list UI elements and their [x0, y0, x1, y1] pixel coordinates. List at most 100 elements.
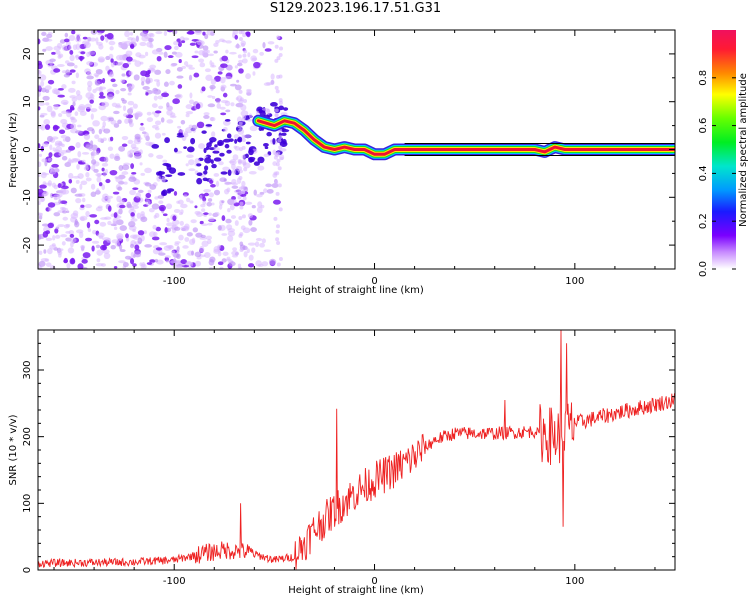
spectrogram-blob — [141, 81, 145, 86]
spectrogram-blob — [221, 233, 228, 236]
spectrogram-blob — [41, 87, 47, 93]
spectrogram-blob — [157, 95, 164, 100]
spectrogram-blob — [174, 241, 181, 244]
spectrogram-blob — [107, 146, 114, 152]
spectrogram-blob — [219, 106, 226, 110]
spectrogram-blob — [181, 40, 186, 44]
spectrogram-blob — [81, 259, 88, 264]
spectrogram-blob — [268, 258, 277, 266]
spectrogram-blob — [166, 217, 170, 223]
spectrogram-blob — [72, 210, 79, 217]
spectrogram-blob — [224, 75, 232, 80]
spectrogram-streak — [278, 100, 283, 105]
snr-xtick-label: 0 — [371, 576, 377, 587]
snr-data — [38, 330, 675, 570]
spectrogram-blob — [118, 145, 126, 152]
spectrogram-blob — [159, 242, 168, 246]
snr-xtick-label: 100 — [565, 576, 584, 587]
spectrogram-blob — [177, 125, 182, 129]
spectrogram-blob — [281, 132, 287, 136]
spectrogram-blob — [98, 182, 103, 187]
spectrogram-blob — [83, 166, 89, 171]
spectrogram-blob — [90, 108, 98, 113]
spectrogram-blob — [113, 226, 118, 230]
spectrogram-blob — [194, 251, 202, 258]
spectrogram-streak — [238, 175, 243, 180]
spectrogram-blob — [91, 240, 100, 244]
spectrogram-blob — [129, 258, 135, 265]
spectrogram-blob — [57, 224, 65, 228]
spectrogram-blob — [242, 227, 251, 234]
spectrogram-blob — [165, 203, 173, 210]
spectrogram-blob — [38, 106, 41, 111]
spectrogram-blob — [126, 56, 133, 62]
spectrogram-blob — [220, 171, 228, 175]
spectrogram-blob — [209, 137, 217, 143]
spectrogram-blob — [85, 177, 92, 182]
spectrogram-blob — [204, 157, 212, 164]
spectrogram-blob — [107, 205, 112, 212]
spectrogram-blob — [224, 143, 230, 149]
spectrogram-blob — [95, 244, 101, 249]
spectrogram-blob — [93, 72, 100, 77]
spectrogram-streak — [274, 113, 279, 118]
spectrogram-streak — [275, 237, 280, 242]
spectrogram-blob — [139, 162, 143, 166]
spectrogram-blob — [101, 184, 106, 191]
spectrogram-blob — [203, 114, 210, 119]
spectrogram-blob — [80, 244, 86, 249]
spectrogram-blob — [62, 138, 67, 142]
spectrogram-streak — [238, 191, 243, 196]
spectrogram-blob — [61, 84, 67, 90]
spectrogram-blob — [41, 142, 49, 148]
spectrogram-blob — [204, 252, 211, 258]
spectrogram-blob — [118, 244, 123, 250]
spectrogram-blob — [148, 207, 155, 213]
spectrogram-blob — [153, 214, 157, 219]
spectrogram-blob — [238, 59, 244, 64]
spectrogram-blob — [122, 105, 127, 112]
spectrogram-blob — [173, 208, 181, 213]
spectrogram-blob — [42, 48, 47, 52]
spectrogram-blob — [232, 168, 237, 175]
spectrogram-blob — [243, 251, 248, 258]
spectrogram-blob — [118, 260, 126, 264]
spectrogram-blob — [270, 73, 275, 80]
spectrogram-blob — [190, 219, 197, 224]
spectrogram-streak — [278, 135, 283, 140]
spectrogram-blob — [154, 120, 162, 126]
spectrogram-blob — [252, 48, 259, 54]
spectrogram-blob — [77, 124, 82, 128]
spectrogram-blob — [175, 51, 183, 58]
spectrogram-blob — [217, 261, 224, 266]
spectrogram-blob — [180, 259, 188, 265]
spectrogram-blob — [41, 223, 49, 227]
spectrogram-blob — [203, 212, 209, 215]
spectrogram-blob — [121, 175, 126, 179]
spectrogram-blob — [255, 260, 262, 267]
page-title: S129.2023.196.17.51.G31 — [269, 1, 442, 16]
spectrogram-blob — [57, 183, 62, 189]
spectrogram-blob — [96, 188, 100, 193]
spectrogram-xtick-label: 0 — [371, 276, 377, 287]
snr-ytick-label: 100 — [22, 494, 33, 513]
spectrogram-blob — [38, 84, 42, 90]
spectrogram-blob — [203, 188, 212, 193]
spectrogram-blob — [38, 213, 43, 217]
spectrogram-blob — [237, 62, 243, 67]
spectrogram-blob — [164, 137, 170, 144]
spectrogram-blob — [145, 141, 153, 146]
spectrogram-blob — [213, 147, 220, 152]
spectrogram-blob — [113, 212, 118, 218]
spectrogram-blob — [133, 254, 141, 258]
spectrogram-blob — [213, 189, 221, 196]
spectrogram-blob — [232, 154, 239, 161]
spectrogram-blob — [61, 143, 65, 148]
spectrogram-blob — [160, 117, 165, 123]
spectrogram-blob — [58, 53, 64, 58]
spectrogram-blob — [188, 266, 193, 269]
spectrogram-blob — [175, 93, 183, 99]
spectrogram-streak — [238, 30, 243, 35]
spectrogram-blob — [87, 85, 92, 92]
spectrogram-blob — [195, 30, 202, 33]
